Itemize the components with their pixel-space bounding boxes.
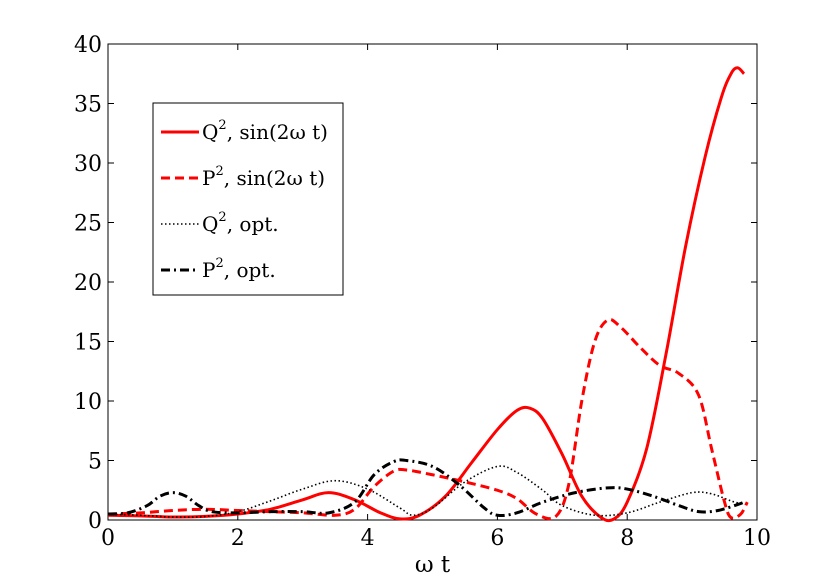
y-tick-label: 0 [88,509,102,534]
legend-label-3: Q2, opt. [202,210,279,236]
y-tick-label: 5 [88,450,102,475]
x-tick-label: 10 [743,526,771,551]
legend-box [152,102,344,296]
x-tick-label: 0 [101,526,115,551]
y-tick-label: 25 [74,212,102,237]
x-tick-label: 4 [361,526,375,551]
legend-label-4: P2, opt. [202,256,276,282]
y-tick-label: 35 [74,93,102,118]
legend: Q2, sin(2ω t) P2, sin(2ω t) Q2, opt. P2, op… [152,102,344,296]
y-tick-label: 40 [74,33,102,58]
y-tick-label: 30 [74,152,102,177]
x-tick-label: 6 [490,526,504,551]
y-tick-label: 15 [74,331,102,356]
series-line-2 [107,318,749,521]
series-layer [107,66,749,523]
x-axis-label: ω t [415,552,451,578]
x-tick-label: 2 [231,526,245,551]
legend-label-1: Q2, sin(2ω t) [202,118,328,144]
axes: 0 2 4 6 8 10 0 5 10 15 20 25 30 35 40 ω t [74,33,771,578]
series-line-3 [107,465,745,518]
series-line-4 [107,458,745,518]
x-tick-label: 8 [620,526,634,551]
series-line-1 [107,66,746,523]
y-tick-label: 20 [74,271,102,296]
legend-label-2: P2, sin(2ω t) [202,164,325,190]
y-tick-label: 10 [74,390,102,415]
